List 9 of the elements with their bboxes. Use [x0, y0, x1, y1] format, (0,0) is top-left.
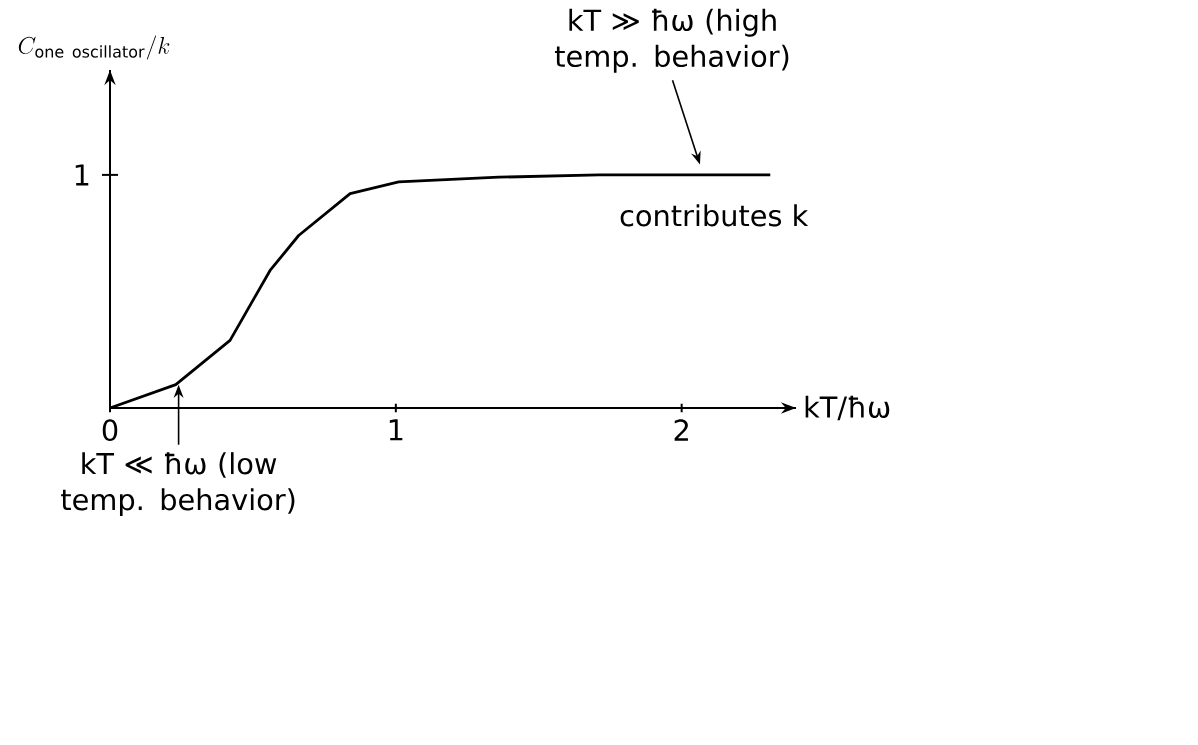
text: kT ≫ ħω (high temp. behavior) [555, 8, 789, 73]
x-tick-label: 1 [389, 419, 403, 441]
annotation: contributes k [620, 204, 809, 227]
x-axis-title: kT/ħω [805, 395, 890, 421]
x-tick-label: 0 [102, 419, 118, 442]
text: 1 [75, 164, 89, 186]
text: $C_{\mathrm{one\ oscillator}}/k$ [18, 35, 170, 60]
x-tick-label: 2 [674, 419, 688, 441]
annotation: kT ≪ ħω (low temp. behavior) [61, 452, 295, 517]
